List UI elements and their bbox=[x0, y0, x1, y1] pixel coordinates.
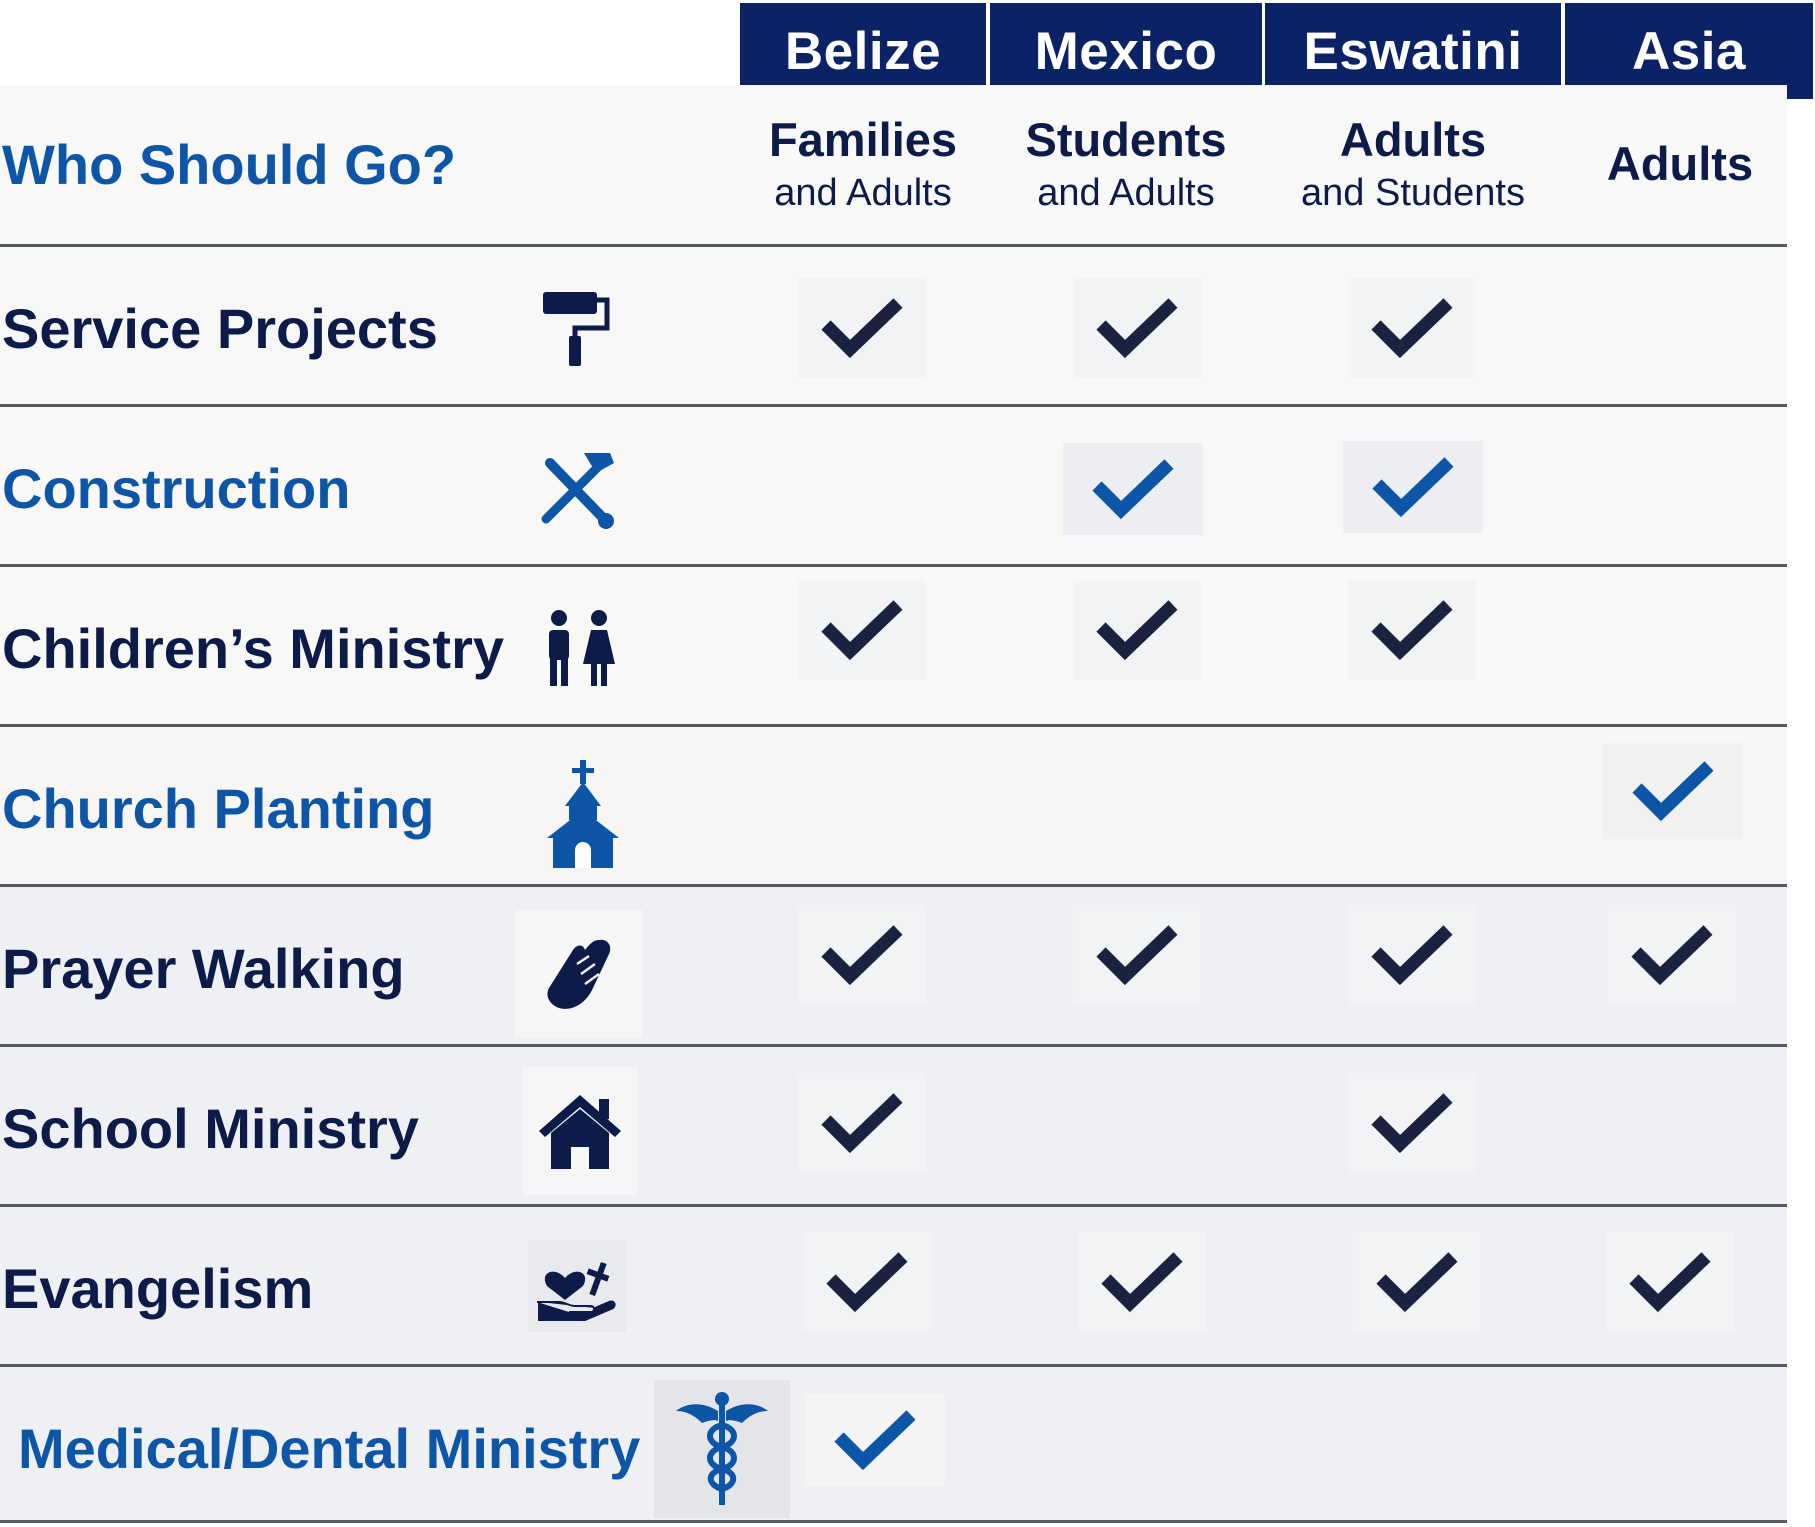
divider bbox=[0, 1520, 1787, 1523]
who-eswatini-main: Adults bbox=[1339, 113, 1487, 166]
check-childrens-belize bbox=[798, 580, 926, 680]
check-prayer-eswatini bbox=[1348, 905, 1476, 1005]
row-label-prayer-walking: Prayer Walking bbox=[2, 937, 405, 1000]
divider bbox=[0, 1044, 1787, 1047]
check-school-belize bbox=[798, 1073, 926, 1173]
check-construction-eswatini bbox=[1343, 441, 1483, 533]
who-mexico-main: Students bbox=[1025, 113, 1227, 166]
row-label-school-ministry: School Ministry bbox=[2, 1097, 419, 1160]
check-service-belize bbox=[798, 278, 926, 378]
divider bbox=[0, 884, 1787, 887]
divider bbox=[0, 1204, 1787, 1207]
paint-roller-icon bbox=[520, 280, 630, 376]
who-asia-main: Adults bbox=[1606, 137, 1754, 190]
check-childrens-mexico bbox=[1073, 580, 1201, 680]
who-asia: Adults bbox=[1565, 136, 1795, 192]
check-prayer-asia bbox=[1608, 905, 1736, 1005]
divider bbox=[0, 404, 1787, 407]
church-icon bbox=[520, 745, 646, 883]
divider bbox=[0, 1364, 1787, 1367]
check-church-asia bbox=[1603, 743, 1743, 839]
check-evangelism-belize bbox=[803, 1232, 931, 1332]
who-mexico: Students and Adults bbox=[990, 112, 1262, 218]
divider bbox=[0, 564, 1787, 567]
row-label-childrens-ministry: Children’s Ministry bbox=[2, 617, 505, 680]
check-childrens-eswatini bbox=[1348, 580, 1476, 680]
who-eswatini: Adults and Students bbox=[1265, 112, 1561, 218]
table-row bbox=[0, 407, 1787, 565]
row-label-evangelism: Evangelism bbox=[2, 1257, 314, 1320]
house-icon bbox=[522, 1067, 638, 1195]
check-school-eswatini bbox=[1348, 1073, 1476, 1173]
check-prayer-belize bbox=[798, 905, 926, 1005]
caduceus-icon bbox=[654, 1380, 790, 1518]
divider bbox=[0, 244, 1787, 247]
row-label-church-planting: Church Planting bbox=[2, 777, 435, 840]
row-label-service-projects: Service Projects bbox=[2, 297, 438, 360]
heart-hand-cross-icon bbox=[528, 1240, 626, 1332]
divider bbox=[0, 724, 1787, 727]
check-evangelism-eswatini bbox=[1353, 1232, 1481, 1332]
check-medical-belize bbox=[805, 1394, 945, 1486]
hammer-wrench-icon bbox=[520, 440, 630, 536]
children-icon bbox=[520, 600, 640, 696]
check-evangelism-mexico bbox=[1078, 1232, 1206, 1332]
column-header-eswatini: Eswatini bbox=[1265, 3, 1561, 99]
who-should-go-label: Who Should Go? bbox=[2, 133, 457, 196]
column-header-belize: Belize bbox=[740, 3, 986, 99]
who-should-go-row bbox=[0, 85, 1787, 245]
who-mexico-sub: and Adults bbox=[1037, 172, 1215, 214]
column-header-mexico: Mexico bbox=[990, 3, 1262, 99]
check-service-eswatini bbox=[1348, 278, 1476, 378]
row-label-medical-dental-ministry: Medical/Dental Ministry bbox=[18, 1417, 641, 1480]
who-belize-main: Families bbox=[768, 113, 958, 166]
praying-hands-icon bbox=[515, 910, 643, 1038]
column-header-asia: Asia bbox=[1565, 3, 1813, 99]
who-eswatini-sub: and Students bbox=[1301, 172, 1525, 214]
who-belize-sub: and Adults bbox=[774, 172, 952, 214]
check-evangelism-asia bbox=[1606, 1232, 1734, 1332]
check-prayer-mexico bbox=[1073, 905, 1201, 1005]
table-row bbox=[0, 727, 1787, 885]
who-belize: Families and Adults bbox=[740, 112, 986, 218]
check-construction-mexico bbox=[1063, 443, 1203, 535]
row-label-construction: Construction bbox=[2, 457, 351, 520]
check-service-mexico bbox=[1073, 278, 1201, 378]
